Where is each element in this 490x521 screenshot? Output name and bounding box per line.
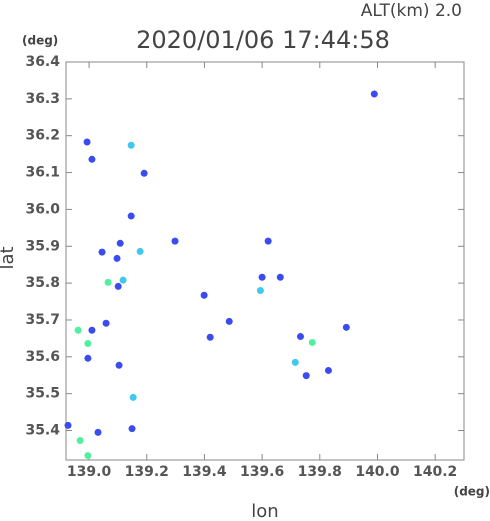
y-tick-label: 35.5 (25, 386, 60, 402)
echo-point (308, 338, 316, 346)
y-tick-label: 35.9 (25, 238, 60, 254)
plot-frame (65, 61, 465, 461)
x-axis-label: lon (251, 501, 278, 521)
x-tick-label: 139.0 (67, 464, 112, 480)
echo-point (94, 428, 102, 436)
echo-point (206, 333, 214, 341)
echo-point (84, 340, 92, 348)
echo-point (74, 326, 82, 334)
echo-point (370, 90, 378, 98)
echo-point (116, 239, 124, 247)
y-axis-label: lat (0, 246, 18, 269)
x-tick-label: 139.8 (298, 464, 342, 480)
echo-point (225, 317, 233, 325)
echo-point (256, 286, 264, 294)
echo-point (119, 276, 127, 284)
echo-point (291, 358, 299, 366)
echo-point (276, 273, 284, 281)
y-unit: (deg) (22, 34, 58, 48)
x-tick-label: 139.4 (182, 464, 227, 480)
y-tick-label: 35.6 (25, 349, 60, 365)
echo-point (88, 155, 96, 163)
echo-point (140, 169, 148, 177)
echo-point (113, 254, 121, 262)
echo-point (324, 366, 332, 374)
echo-point (171, 237, 179, 245)
altitude-label: ALT(km) 2.0 (361, 1, 462, 21)
echo-point (296, 333, 304, 341)
echo-point (136, 247, 144, 255)
echo-point (342, 323, 350, 331)
echo-point (88, 326, 96, 334)
echo-point (128, 425, 136, 433)
x-unit: (deg) (454, 485, 490, 499)
y-tick-label: 35.8 (25, 275, 60, 291)
echo-point (115, 361, 123, 369)
echo-point (76, 436, 84, 444)
echo-point (127, 141, 135, 149)
y-tick-label: 36.3 (25, 91, 60, 107)
echo-point (129, 393, 137, 401)
echo-point (264, 237, 272, 245)
y-tick-label: 35.7 (25, 312, 60, 328)
y-tick-label: 35.4 (25, 423, 60, 439)
y-tick-label: 36.0 (25, 201, 60, 217)
chart-title: 2020/01/06 17:44:58 (136, 26, 390, 54)
y-tick-label: 36.2 (25, 128, 60, 144)
echo-point (64, 421, 72, 429)
echo-point (127, 212, 135, 220)
echo-point (302, 372, 310, 380)
y-tick-label: 36.1 (25, 165, 60, 181)
echo-point (200, 291, 208, 299)
echo-point (98, 248, 106, 256)
x-tick-label: 140.2 (413, 464, 457, 480)
x-tick-label: 139.2 (125, 464, 169, 480)
y-tick-label: 36.4 (25, 54, 60, 70)
echo-point (104, 278, 112, 286)
echo-point (84, 452, 92, 460)
echo-point (84, 354, 92, 362)
x-tick-label: 139.6 (240, 464, 284, 480)
x-tick-label: 140.0 (355, 464, 400, 480)
echo-point (102, 319, 110, 327)
echo-point (83, 138, 91, 146)
echo-point (258, 273, 266, 281)
echo-point (114, 282, 122, 290)
